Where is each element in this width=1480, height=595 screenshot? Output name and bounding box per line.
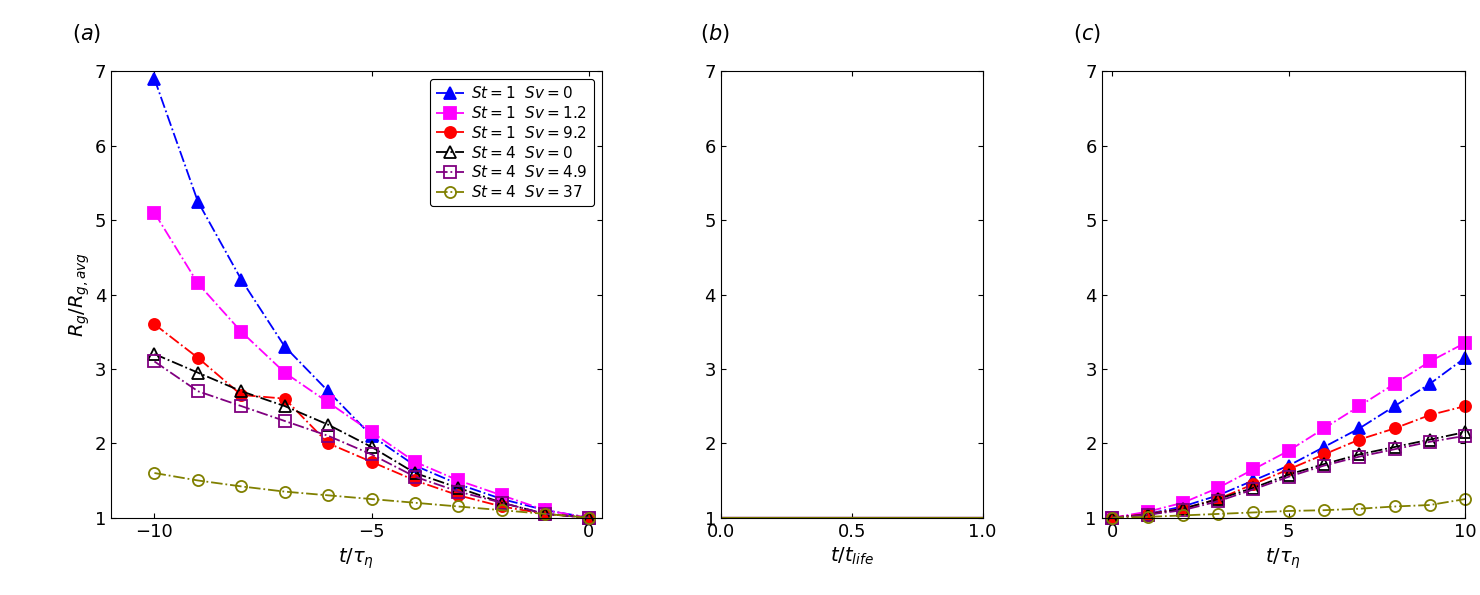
Text: $(c)$: $(c)$	[1073, 21, 1101, 45]
X-axis label: $t/\tau_\eta$: $t/\tau_\eta$	[1265, 546, 1301, 571]
Legend: $\mathit{St}=1\ \ \mathit{Sv}=0$, $\mathit{St}=1\ \ \mathit{Sv}=1.2$, $\mathit{S: $\mathit{St}=1\ \ \mathit{Sv}=0$, $\math…	[431, 79, 593, 206]
Y-axis label: $R_g/R_{g,avg}$: $R_g/R_{g,avg}$	[68, 252, 92, 337]
X-axis label: $t/t_{life}$: $t/t_{life}$	[830, 546, 873, 568]
Text: $(a)$: $(a)$	[71, 21, 101, 45]
X-axis label: $t/\tau_\eta$: $t/\tau_\eta$	[339, 546, 374, 571]
Text: $(b)$: $(b)$	[700, 21, 730, 45]
